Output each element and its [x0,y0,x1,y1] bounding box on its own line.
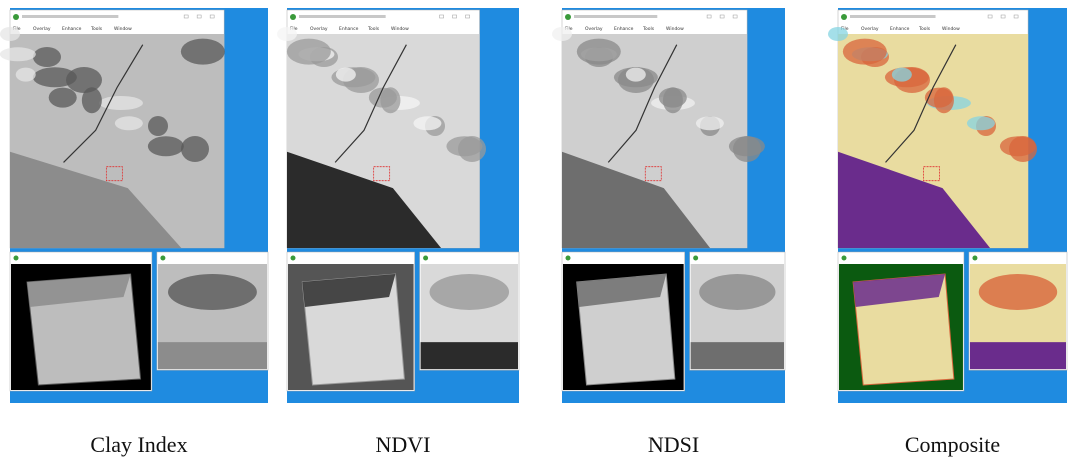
zoom-blob [699,274,775,310]
image-blob [16,68,36,82]
image-blob [1000,136,1036,156]
image-blob [446,136,482,156]
zoom-blob [979,274,1057,310]
figure: FileOverlayEnhanceToolsWindowClay IndexF… [0,0,1082,463]
image-blob [82,87,102,113]
title-placeholder [850,15,936,18]
image-blob [49,88,77,108]
menu-item: Window [666,26,684,32]
image-blob [967,116,995,130]
menu-item: Overlay [861,26,879,32]
app-icon [291,256,296,261]
image-blob [99,96,143,110]
image-blob [843,39,887,65]
screenshot: FileOverlayEnhanceToolsWindowComposite [828,8,1067,457]
zoom-blob [430,274,510,310]
app-icon [566,256,571,261]
menu-item: Enhance [614,26,634,32]
app-icon [841,14,847,20]
menu-item: Enhance [62,26,82,32]
page: FileOverlayEnhanceToolsWindowClay IndexF… [0,0,1082,463]
menu-item: Tools [918,26,931,32]
image-blob [181,136,209,162]
title-placeholder [299,15,386,18]
app-icon [290,14,296,20]
zoom-sea [158,342,267,369]
image-blob [287,39,331,65]
app-icon [160,256,165,261]
image-blob [626,68,646,82]
caption: NDVI [376,432,431,457]
title-placeholder [22,15,118,18]
screenshot: FileOverlayEnhanceToolsWindowNDSI [552,8,785,457]
app-icon [693,256,698,261]
image-blob [0,27,20,41]
app-icon [13,14,19,20]
image-blob [696,116,724,130]
title-placeholder [574,15,657,18]
zoom-sea [970,342,1066,369]
menu-item: Tools [90,26,103,32]
image-blob [552,27,572,41]
menu-item: Enhance [890,26,910,32]
image-blob [659,88,687,108]
image-blob [0,47,36,61]
app-icon [565,14,571,20]
zoom-sea [691,342,784,369]
menu-item: Window [114,26,132,32]
app-icon [842,256,847,261]
image-blob [577,39,621,65]
menu-item: Enhance [339,26,359,32]
menu-item: Window [942,26,960,32]
image-blob [369,88,397,108]
image-blob [148,136,184,156]
menu-item: Tools [367,26,380,32]
image-blob [336,68,356,82]
caption: NDSI [648,432,699,457]
menu-item: Tools [642,26,655,32]
image-blob [828,27,848,41]
app-icon [972,256,977,261]
image-blob [181,39,225,65]
image-blob [413,116,441,130]
image-blob [33,67,77,87]
app-icon [423,256,428,261]
zoom-sea [421,342,518,369]
screenshot: FileOverlayEnhanceToolsWindowNDVI [277,8,519,457]
image-blob [148,116,168,136]
menu-item: Overlay [585,26,603,32]
caption: Clay Index [90,432,187,457]
image-blob [33,47,61,67]
image-blob [729,136,765,156]
menu-item: Overlay [310,26,328,32]
app-icon [14,256,19,261]
image-blob [892,68,912,82]
menu-item: Overlay [33,26,51,32]
image-blob [277,27,297,41]
image-blob [115,116,143,130]
screenshot: FileOverlayEnhanceToolsWindowClay Index [0,8,268,457]
menu-item: Window [391,26,409,32]
caption: Composite [905,432,1000,457]
zoom-blob [168,274,257,310]
